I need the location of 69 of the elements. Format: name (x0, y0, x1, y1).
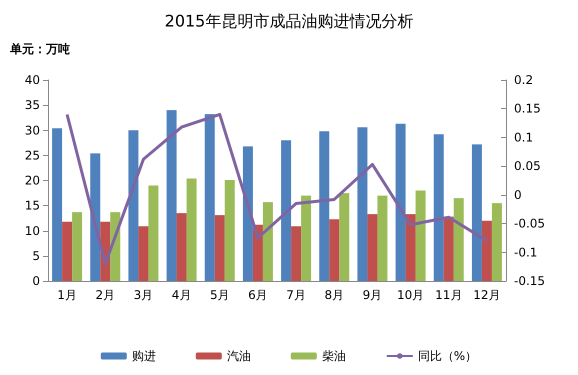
bar (242, 146, 253, 281)
bar (406, 214, 416, 281)
bar (262, 202, 273, 281)
y2-tick-label: 0.2 (514, 73, 534, 87)
bar (492, 203, 502, 281)
x-tick-label: 9月 (362, 288, 382, 302)
bar (62, 222, 72, 281)
x-tick-label: 7月 (286, 288, 306, 302)
bar (434, 134, 444, 281)
bar (329, 219, 340, 281)
x-tick-label: 3月 (134, 288, 154, 302)
y-tick-label: 20 (24, 174, 40, 188)
bar (90, 153, 100, 281)
y2-tick-label: -0.1 (514, 245, 538, 260)
x-tick-label: 12月 (473, 288, 501, 302)
y2-tick-label: 0.05 (514, 159, 541, 174)
y2-tick-label: -0.05 (514, 216, 546, 231)
y2-tick-label: -0.15 (514, 274, 546, 288)
bar (128, 130, 138, 281)
bar (204, 114, 215, 281)
bar (416, 190, 426, 281)
x-tick-label: 10月 (396, 288, 424, 302)
bar (166, 110, 177, 281)
legend-label: 汽油 (226, 349, 251, 363)
y-tick-label: 15 (24, 198, 40, 213)
y-tick-label: 30 (24, 123, 40, 138)
bar (454, 198, 464, 281)
x-tick-label: 5月 (210, 288, 230, 302)
y-tick-label: 25 (24, 148, 40, 162)
bar (319, 131, 330, 281)
bar (186, 178, 197, 281)
x-tick-label: 6月 (248, 288, 268, 302)
x-tick-label: 4月 (172, 288, 192, 302)
x-tick-label: 8月 (324, 288, 344, 302)
bar (224, 180, 235, 281)
y2-tick-label: 0.1 (514, 130, 534, 144)
x-tick-label: 2月 (95, 288, 116, 302)
bar (444, 216, 454, 281)
x-tick-label: 11月 (435, 288, 462, 302)
y2-tick-label: 0 (514, 188, 522, 202)
bar (377, 196, 388, 281)
chart-title: 2015年昆明市成品油购进情况分析 (164, 12, 414, 30)
y2-tick-label: 0.15 (514, 102, 541, 116)
bar (357, 127, 368, 281)
y-tick-label: 0 (32, 274, 40, 288)
legend-label: 购进 (132, 349, 156, 363)
bar (472, 144, 482, 281)
bar (367, 214, 378, 281)
bar (148, 186, 158, 281)
legend-label: 柴油 (322, 349, 346, 363)
bar (52, 128, 62, 281)
y-tick-label: 35 (24, 98, 40, 112)
bar (72, 212, 82, 281)
line-series (66, 112, 488, 266)
bar (281, 140, 292, 281)
bar (301, 196, 312, 281)
y-tick-label: 40 (24, 73, 40, 87)
bar (482, 220, 492, 281)
bar (214, 215, 225, 281)
legend-label: 同比（%） (418, 349, 478, 363)
text: 单元：万吨 (9, 42, 70, 56)
bar (396, 124, 406, 281)
bar (138, 226, 148, 281)
bar (176, 213, 187, 281)
bar (339, 193, 350, 281)
bar (291, 226, 302, 281)
y-tick-label: 10 (24, 224, 40, 238)
y-tick-label: 5 (32, 248, 40, 263)
x-tick-label: 1月 (57, 288, 77, 302)
